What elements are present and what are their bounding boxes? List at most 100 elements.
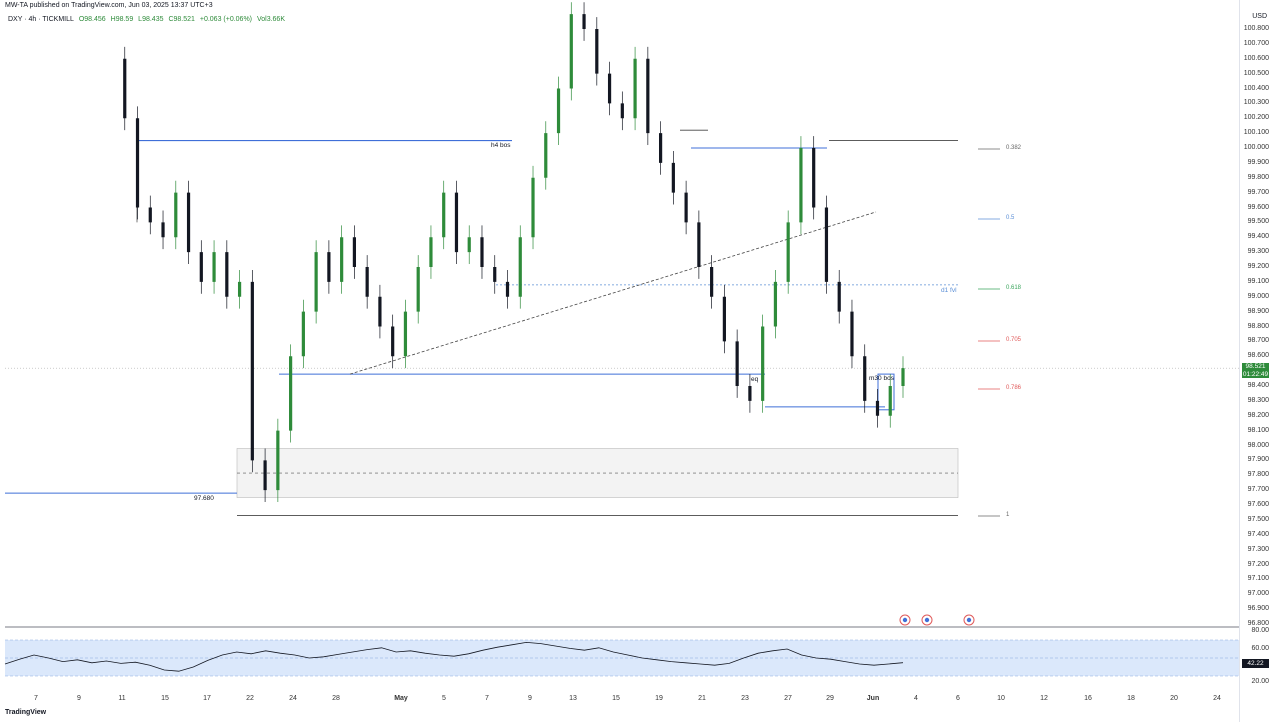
time-tick: 20 [1170, 695, 1178, 702]
time-tick: 9 [528, 695, 532, 702]
candle-body [710, 267, 714, 297]
price-tick: 99.100 [1247, 277, 1269, 285]
open-value: O98.456 [78, 16, 106, 23]
low-value: L98.435 [138, 16, 164, 23]
price-tick: 97.000 [1247, 590, 1269, 598]
candle-body [556, 88, 561, 134]
price-tick: 100.000 [1243, 144, 1269, 151]
time-tick: 27 [784, 695, 792, 702]
candle-body [161, 222, 165, 238]
fib-label: 0.5 [1006, 215, 1015, 221]
candle-body [620, 103, 624, 119]
price-tick: 100.500 [1243, 69, 1269, 77]
time-tick: 15 [612, 695, 620, 702]
price-tick: 100.400 [1243, 84, 1269, 92]
price-tick: 100.100 [1243, 129, 1269, 137]
candle-body [901, 368, 905, 386]
time-tick: 19 [655, 695, 663, 702]
candle-body [135, 118, 140, 208]
rsi-line [4, 641, 904, 672]
price-tick: 98.300 [1247, 396, 1269, 404]
price-tick: 100.200 [1243, 114, 1269, 122]
candle-body [391, 326, 395, 357]
price-tick: 99.600 [1247, 203, 1269, 211]
candle-body [569, 14, 573, 89]
candle-body [199, 252, 203, 282]
price-axis[interactable]: USD [1239, 0, 1280, 722]
m30-box [877, 373, 895, 411]
time-tick: 5 [442, 695, 446, 702]
fib-label: 0.786 [1006, 385, 1022, 391]
candle-body [888, 386, 892, 416]
price-tick: 99.400 [1247, 233, 1269, 241]
time-tick: 24 [1213, 695, 1221, 702]
price-tick: 97.400 [1247, 530, 1269, 538]
time-tick: Jun [866, 695, 880, 702]
candle-body [250, 281, 254, 461]
eq-label: eq [751, 376, 759, 383]
candle-body [799, 148, 803, 223]
time-tick: 21 [698, 695, 706, 702]
rsi-tick: 60.00 [1251, 645, 1269, 652]
candle-body [863, 356, 867, 401]
price-tick: 97.600 [1247, 501, 1269, 508]
time-tick: 4 [914, 695, 918, 702]
time-tick: 23 [741, 695, 749, 702]
price-tick: 99.000 [1247, 292, 1269, 300]
currency-label: USD [1252, 13, 1267, 20]
price-tick: 97.100 [1247, 575, 1269, 583]
last-price-value: 98.521 [1245, 363, 1266, 370]
time-tick: May [394, 695, 408, 702]
candle-body [378, 296, 382, 327]
rsi-tick: 20.00 [1251, 678, 1269, 685]
candle-body [505, 281, 510, 297]
candle-body [812, 148, 816, 208]
price-tick: 97.300 [1247, 545, 1269, 553]
candle-body [301, 311, 305, 357]
last-price-badge: 98.521 01:22:49 [1242, 363, 1269, 378]
candle-body [735, 341, 739, 386]
price-tick: 96.800 [1247, 620, 1269, 627]
price-tick: 97.800 [1247, 471, 1269, 479]
candle-body [340, 237, 344, 282]
time-tick: 24 [289, 695, 297, 702]
candle-body [773, 281, 778, 327]
symbol-legend: DXY · 4h · TICKMILL O98.456 H98.59 L98.4… [8, 16, 288, 23]
candle-body [429, 237, 433, 267]
candle-body [633, 58, 637, 119]
candle-body [225, 252, 229, 297]
price-tick: 98.100 [1247, 426, 1269, 434]
candle-body [850, 311, 854, 357]
time-tick: 13 [569, 695, 577, 702]
candle-body [646, 58, 650, 134]
candle-body [582, 14, 586, 29]
price-tick: 99.700 [1247, 188, 1269, 196]
candle-body [327, 252, 331, 282]
symbol-name[interactable]: DXY · 4h · TICKMILL [8, 16, 74, 23]
rsi-value-badge: 42.22 [1242, 659, 1269, 668]
level-97680-label: 97.680 [194, 495, 214, 502]
time-tick: 18 [1127, 695, 1135, 702]
price-tick: 98.600 [1247, 352, 1269, 360]
price-tick: 99.300 [1247, 248, 1269, 256]
candle-body [658, 133, 663, 163]
time-tick: 17 [203, 695, 211, 702]
h4-bos-label: h4 bos [491, 142, 511, 149]
time-tick: 11 [118, 695, 126, 702]
price-tick: 98.200 [1247, 411, 1269, 419]
price-tick: 99.500 [1247, 218, 1269, 226]
candle-body [595, 29, 599, 74]
candle-body [174, 192, 178, 238]
candle-body [697, 222, 701, 267]
price-tick: 97.500 [1247, 515, 1269, 523]
candle-body [416, 267, 420, 312]
candle-body [518, 237, 522, 297]
event-flag-dot [902, 617, 908, 623]
price-tick: 97.700 [1247, 486, 1269, 494]
time-tick: 16 [1084, 695, 1092, 702]
candle-body [761, 326, 765, 401]
candle-body [442, 192, 446, 238]
trendline [349, 211, 877, 375]
price-tick: 98.400 [1247, 382, 1269, 389]
